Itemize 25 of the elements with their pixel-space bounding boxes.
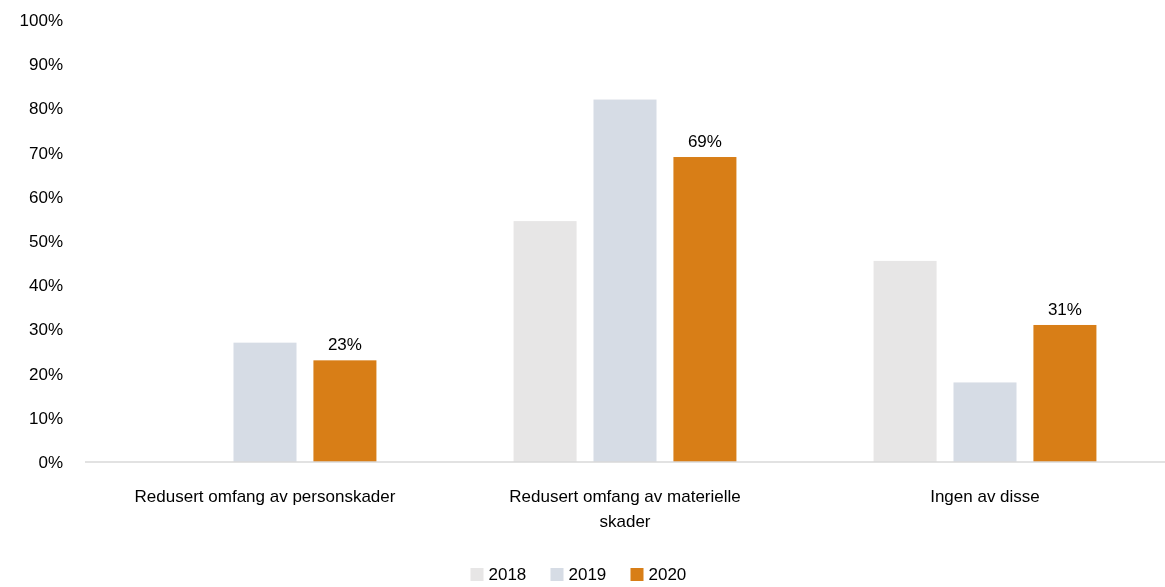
legend-label: 2019 <box>568 565 607 584</box>
bar <box>513 221 577 462</box>
y-tick-label: 0% <box>38 452 63 472</box>
x-tick-label: Ingen av disse <box>930 487 1040 506</box>
y-tick-label: 80% <box>28 99 63 119</box>
data-label: 69% <box>687 132 722 152</box>
y-tick-label: 90% <box>28 55 63 75</box>
y-tick-label: 20% <box>28 364 63 384</box>
y-tick-label: 100% <box>19 10 63 30</box>
y-tick-label: 30% <box>28 320 63 340</box>
y-tick-label: 60% <box>28 187 63 207</box>
legend-label: 2018 <box>488 565 527 584</box>
x-tick-label: Redusert omfang av materielle skader <box>509 487 741 531</box>
data-label: 31% <box>1047 299 1082 319</box>
x-tick-label: Redusert omfang av personskader <box>134 487 396 506</box>
data-label: 23% <box>327 335 362 355</box>
bar <box>873 260 937 462</box>
bar <box>1033 324 1097 462</box>
legend-label: 2020 <box>648 565 687 584</box>
bar <box>673 157 737 462</box>
y-tick-label: 50% <box>28 231 63 251</box>
y-tick-label: 70% <box>28 143 63 163</box>
bar <box>313 360 377 462</box>
y-tick-label: 10% <box>28 408 63 428</box>
y-tick-label: 40% <box>28 276 63 296</box>
